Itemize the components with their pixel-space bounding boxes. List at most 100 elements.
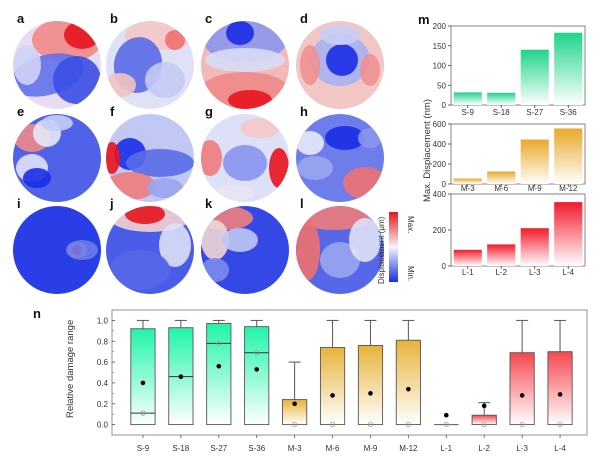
- n-box-body: [357, 344, 384, 426]
- displacement-map-d: [296, 21, 384, 109]
- m-ytick-label: 400: [433, 190, 447, 199]
- m-ylabel: Max. Displacement (nm): [422, 99, 433, 202]
- m-bar-S-36: [554, 32, 583, 106]
- panel-label-g: g: [205, 104, 213, 119]
- m-xtick-label: S-9: [462, 108, 475, 117]
- m-xtick-label: S-18: [493, 108, 510, 117]
- n-box-L-1: L-1: [434, 412, 459, 453]
- n-box-S-27: S-27: [206, 319, 232, 453]
- n-median-marker: [481, 421, 487, 428]
- m-ytick-label: 400: [433, 140, 447, 149]
- n-ytick-label: 1.0: [97, 316, 109, 325]
- n-box-L-4: L-4: [547, 319, 573, 453]
- m-xtick-label: L-1: [462, 268, 474, 277]
- n-mean-dot: [178, 374, 184, 379]
- n-box-M-3: M-3: [282, 361, 308, 453]
- n-mean-dot: [557, 392, 563, 397]
- n-mean-dot: [443, 412, 449, 418]
- displacement-map-c: [201, 21, 289, 109]
- n-median-marker: [405, 421, 411, 428]
- panel-label-d: d: [300, 11, 308, 26]
- displacement-map-l: [296, 206, 384, 294]
- m-subplot-2: 0 200 400 600 M-3 M-6 M-9 M-12: [433, 120, 586, 193]
- displacement-map-g: [201, 114, 289, 202]
- m-ytick-label: 0: [442, 262, 447, 271]
- displacement-map-k: [201, 206, 289, 294]
- panel-label-n: n: [33, 306, 41, 321]
- n-xtick-label: L-1: [441, 444, 453, 453]
- n-ytick-label: 0.0: [97, 421, 109, 430]
- m-ytick-label: 50: [437, 81, 446, 90]
- displacement-map-h: [296, 114, 384, 202]
- n-xtick-label: M-6: [326, 444, 340, 453]
- n-box-M-12: M-12: [395, 319, 421, 453]
- colorbar-min-label: Min.: [406, 266, 415, 281]
- colorbar-max-label: Max.: [406, 216, 415, 233]
- n-xtick-label: S-9: [137, 444, 150, 453]
- n-box-body: [319, 347, 346, 426]
- n-median-marker: [254, 350, 260, 356]
- m-xtick-label: L-2: [495, 268, 507, 277]
- m-subplot-1: 0 50 100 150 200 S-9 S-18 S-27 S-36: [433, 22, 586, 117]
- n-box-body: [130, 328, 156, 426]
- n-box-M-6: M-6: [319, 319, 346, 453]
- displacement-map-f: [106, 114, 194, 202]
- m-xtick-label: M-6: [494, 184, 508, 193]
- n-box-body: [206, 323, 232, 426]
- m-xtick-label: M-9: [528, 184, 542, 193]
- m-bar-L-2: [487, 244, 516, 266]
- displacement-maps: a b c d e f g h i j k l: [13, 11, 384, 294]
- panel-label-c: c: [205, 11, 212, 26]
- colorbar-title: Displacement (μm): [377, 216, 386, 284]
- n-box-body: [509, 352, 535, 426]
- panel-label-j: j: [109, 196, 114, 211]
- n-median-marker: [292, 421, 298, 428]
- n-ytick-label: 0.2: [97, 400, 109, 409]
- n-box-S-9: S-9: [130, 319, 156, 453]
- n-box-L-2: L-2: [471, 402, 497, 453]
- displacement-map-b: [106, 21, 194, 109]
- n-median-marker: [329, 421, 336, 428]
- panel-label-e: e: [17, 104, 24, 119]
- m-ytick-label: 150: [433, 42, 447, 51]
- panel-n-box-chart: 0.0 0.2 0.4 0.6 0.8 1.0 S-9 S-18 S-27 S-36 M-3 M-6 M…: [97, 309, 588, 453]
- m-bar-M-3: [453, 178, 482, 184]
- panel-label-b: b: [110, 11, 118, 26]
- m-ytick-label: 0: [442, 101, 447, 110]
- n-median-marker: [519, 421, 525, 428]
- m-ytick-label: 200: [433, 160, 447, 169]
- m-xtick-label: S-36: [560, 108, 577, 117]
- n-xtick-label: L-2: [478, 444, 490, 453]
- n-mean-dot: [406, 386, 411, 392]
- n-ytick-label: 0.6: [97, 358, 109, 367]
- n-xtick-label: M-3: [288, 444, 302, 453]
- m-xtick-label: M-12: [559, 184, 578, 193]
- m-bar-S-18: [487, 92, 516, 105]
- n-median-marker: [140, 410, 146, 416]
- n-xtick-label: M-12: [399, 444, 418, 453]
- m-xtick-label: M-3: [461, 184, 475, 193]
- colorbar-gradient: [389, 212, 398, 282]
- n-mean-dot: [330, 393, 335, 398]
- displacement-map-j: [106, 206, 194, 294]
- m-bar-S-9: [453, 92, 482, 105]
- m-axes-frame: [450, 123, 586, 185]
- m-ytick-label: 600: [433, 120, 447, 129]
- n-median-marker: [443, 421, 449, 428]
- n-median-marker: [216, 340, 222, 346]
- colorbar: Max. Min. Displacement (μm): [377, 212, 415, 284]
- m-ytick-label: 100: [433, 62, 447, 71]
- n-median-marker: [557, 421, 563, 428]
- m-xtick-label: L-4: [562, 268, 574, 277]
- m-bar-L-4: [554, 202, 583, 266]
- n-ytick-label: 0.4: [97, 379, 109, 388]
- n-box-L-3: L-3: [509, 319, 535, 453]
- m-bar-M-9: [520, 139, 549, 184]
- n-xtick-label: S-27: [210, 444, 227, 453]
- displacement-map-a: [13, 21, 101, 109]
- n-box-body: [547, 351, 573, 426]
- m-xtick-label: L-3: [529, 268, 541, 277]
- panel-label-m: m: [418, 12, 430, 27]
- n-ylabel: Relative damage range: [65, 320, 76, 418]
- n-mean-dot: [292, 401, 297, 407]
